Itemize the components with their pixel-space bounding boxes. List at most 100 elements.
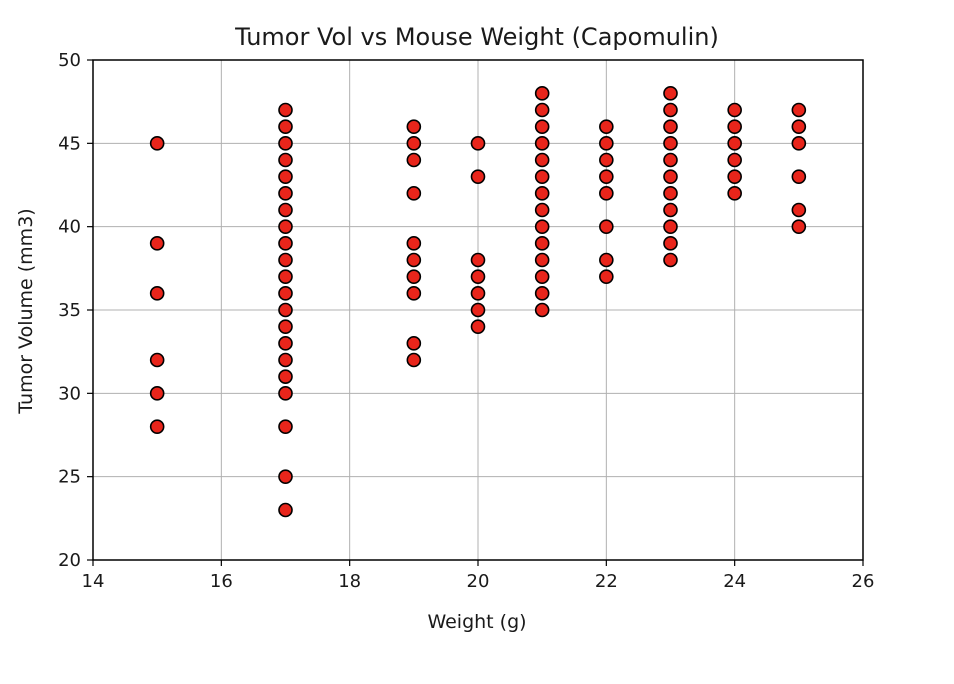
data-point [663, 186, 678, 201]
x-tick-label: 26 [852, 571, 875, 592]
data-point [278, 136, 293, 151]
data-point [663, 169, 678, 184]
y-tick-label: 20 [58, 550, 81, 571]
data-point [149, 136, 165, 151]
data-point [663, 252, 678, 268]
data-point [727, 186, 742, 201]
data-point [470, 136, 486, 151]
y-tick-label: 45 [58, 133, 81, 154]
data-point [406, 136, 422, 151]
data-point [278, 269, 293, 284]
data-point [278, 219, 293, 234]
data-point [534, 169, 550, 184]
x-tick-label: 18 [338, 571, 361, 592]
data-point [406, 286, 422, 301]
data-point [663, 219, 678, 234]
data-point [663, 119, 678, 134]
data-point [149, 352, 165, 368]
data-point [663, 202, 678, 218]
y-tick-label: 40 [58, 217, 81, 238]
x-axis-ticks: 14 16 18 20 22 24 26 [82, 560, 875, 592]
y-tick-label: 50 [58, 50, 81, 71]
data-point [278, 386, 293, 401]
data-point [599, 269, 614, 284]
chart-title: Tumor Vol vs Mouse Weight (Capomulin) [234, 23, 719, 51]
data-point [278, 352, 293, 368]
data-point [663, 102, 678, 118]
data-point [278, 169, 293, 184]
data-point [791, 119, 807, 134]
data-point [149, 236, 165, 251]
data-point [278, 102, 293, 118]
x-tick-label: 24 [723, 571, 746, 592]
data-point [278, 202, 293, 218]
data-point [278, 252, 293, 268]
data-point [791, 102, 807, 118]
data-point [406, 119, 422, 134]
data-point [534, 186, 550, 201]
data-point [727, 119, 742, 134]
data-point [278, 186, 293, 201]
data-point [534, 136, 550, 151]
data-point [727, 169, 742, 184]
data-point [278, 502, 293, 518]
data-point [663, 86, 678, 101]
data-point [470, 252, 486, 268]
data-point [791, 169, 807, 184]
data-point [791, 202, 807, 218]
data-point [278, 152, 293, 168]
x-tick-label: 20 [467, 571, 490, 592]
data-point [791, 219, 807, 234]
data-point [599, 219, 614, 234]
data-point [278, 319, 293, 334]
data-point [470, 169, 486, 184]
data-point [278, 286, 293, 301]
x-tick-label: 16 [210, 571, 233, 592]
x-tick-label: 22 [595, 571, 618, 592]
data-point [534, 119, 550, 134]
data-point [534, 252, 550, 268]
data-point [663, 136, 678, 151]
y-tick-label: 35 [58, 300, 81, 321]
data-point [727, 102, 742, 118]
data-point [534, 302, 550, 318]
data-point [406, 269, 422, 284]
data-point [278, 236, 293, 251]
data-points [149, 86, 807, 518]
data-point [406, 352, 422, 368]
data-point [406, 236, 422, 251]
data-point [406, 152, 422, 168]
data-point [534, 86, 550, 101]
data-point [534, 152, 550, 168]
data-point [470, 269, 486, 284]
data-point [534, 219, 550, 234]
data-point [278, 419, 293, 434]
data-point [406, 336, 422, 351]
data-point [599, 186, 614, 201]
data-point [791, 136, 807, 151]
y-axis-label: Tumor Volume (mm3) [15, 208, 37, 414]
data-point [278, 336, 293, 351]
data-point [278, 369, 293, 384]
data-point [727, 136, 742, 151]
data-point [663, 152, 678, 168]
data-point [599, 119, 614, 134]
data-point [149, 286, 165, 301]
data-point [727, 152, 742, 168]
data-point [149, 386, 165, 401]
data-point [534, 236, 550, 251]
data-point [534, 269, 550, 284]
data-point [599, 252, 614, 268]
data-point [470, 286, 486, 301]
data-point [534, 202, 550, 218]
data-point [663, 236, 678, 251]
data-point [599, 136, 614, 151]
data-point [599, 152, 614, 168]
data-point [406, 252, 422, 268]
y-axis-ticks: 20 25 30 35 40 45 50 [58, 50, 93, 571]
x-axis-label: Weight (g) [427, 611, 526, 633]
y-tick-label: 30 [58, 383, 81, 404]
data-point [406, 186, 422, 201]
data-point [278, 469, 293, 484]
y-tick-label: 25 [58, 467, 81, 488]
